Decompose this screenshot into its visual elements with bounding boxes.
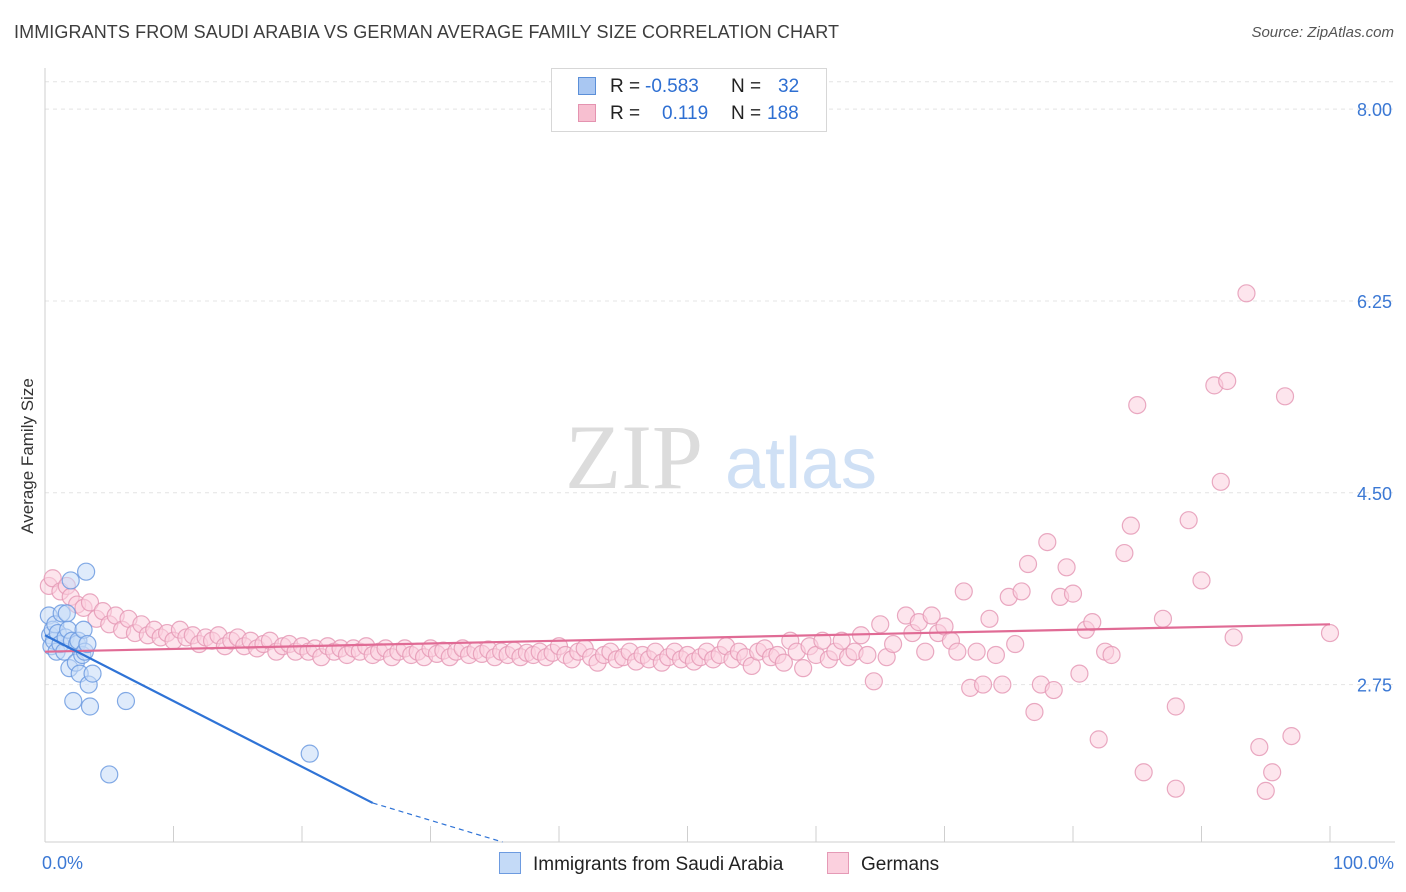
bottom-legend-swatch-saudi: [499, 852, 521, 874]
german-point: [858, 645, 877, 665]
y-tick-label: 4.50: [1357, 484, 1392, 504]
german-point: [1237, 284, 1256, 303]
watermark-zip: ZIP: [565, 406, 703, 508]
saudi-point: [300, 744, 319, 763]
german-point: [1115, 543, 1134, 563]
data-points: [39, 284, 1340, 800]
bottom-legend-swatch-germans: [827, 852, 849, 874]
bottom-legend-label-saudi: Immigrants from Saudi Arabia: [533, 854, 784, 875]
german-point: [832, 631, 851, 650]
legend-swatch-saudi: [578, 77, 596, 95]
german-point: [1083, 613, 1102, 632]
legend-r-value: 0.119: [662, 103, 709, 124]
bottom-legend-saudi: Immigrants from Saudi Arabia: [499, 852, 783, 876]
german-point: [986, 645, 1006, 665]
german-point: [980, 609, 999, 628]
saudi-point: [83, 664, 102, 683]
legend-n-value: 188: [767, 103, 799, 124]
german-point: [1018, 554, 1038, 574]
german-point: [1063, 584, 1083, 603]
chart-title: IMMIGRANTS FROM SAUDI ARABIA VS GERMAN A…: [14, 22, 840, 42]
legend-n-label: N =: [731, 76, 762, 97]
saudi-trend-extension: [372, 802, 503, 843]
watermark: ZIP atlas: [565, 406, 877, 508]
german-point: [1134, 763, 1153, 782]
german-point: [1070, 664, 1089, 683]
x-tick-label-max: 100.0%: [1333, 853, 1394, 873]
german-trend-line: [44, 623, 1331, 653]
axes: [44, 68, 1395, 843]
german-point: [948, 642, 967, 661]
german-point: [1038, 532, 1057, 552]
german-point: [1179, 511, 1198, 530]
german-point: [1089, 730, 1108, 749]
german-point: [80, 593, 100, 612]
watermark-atlas: atlas: [725, 424, 877, 504]
german-point: [1211, 472, 1230, 491]
trend-lines: [44, 623, 1331, 843]
german-point: [813, 631, 832, 650]
german-point: [916, 642, 935, 661]
german-point: [1025, 702, 1044, 722]
german-point: [1218, 371, 1237, 391]
german-point: [954, 582, 973, 601]
saudi-point: [100, 765, 119, 784]
saudi-point: [77, 562, 96, 581]
german-point: [1153, 609, 1173, 628]
german-point: [1121, 516, 1140, 535]
german-point: [1006, 634, 1025, 654]
saudi-trend-line: [44, 634, 374, 804]
source-label: Source: ZipAtlas.com: [1251, 24, 1394, 41]
bottom-legend-label-germans: Germans: [861, 854, 940, 875]
german-point: [1128, 396, 1147, 415]
saudi-point: [57, 604, 76, 623]
saudi-point: [78, 634, 97, 654]
german-point: [1250, 737, 1269, 757]
german-point: [864, 672, 883, 691]
german-point: [1320, 623, 1340, 643]
x-tick-label-min: 0.0%: [42, 853, 83, 873]
german-point: [774, 653, 793, 672]
legend-swatch-germans: [578, 104, 596, 122]
saudi-point: [116, 691, 136, 711]
legend-r-label: R =: [610, 103, 641, 124]
german-point: [1044, 680, 1063, 700]
bottom-legend-germans: Germans: [827, 852, 939, 876]
german-point: [1166, 779, 1185, 798]
legend-n-value: 32: [778, 76, 800, 97]
german-point: [993, 675, 1012, 694]
german-point: [1012, 582, 1031, 601]
saudi-point: [61, 571, 80, 590]
y-tick-label: 8.00: [1357, 100, 1392, 120]
german-point: [883, 634, 903, 654]
german-point: [1166, 697, 1185, 716]
grid-lines: [45, 81, 1395, 686]
german-point: [1192, 571, 1211, 590]
saudi-point: [64, 691, 83, 711]
german-point: [967, 642, 986, 661]
german-point: [1057, 558, 1076, 577]
german-point: [1282, 726, 1301, 746]
german-point: [973, 675, 993, 694]
german-point: [1263, 763, 1282, 782]
legend-n-label: N =: [731, 103, 762, 124]
y-tick-label: 6.25: [1357, 292, 1392, 312]
german-point: [1224, 628, 1243, 647]
german-point: [1102, 645, 1121, 665]
legend-r-value: -0.583: [645, 76, 699, 97]
saudi-point: [80, 697, 100, 716]
stats-legend: R = -0.583 N = 32 R = 0.119 N = 188: [551, 68, 827, 132]
german-point: [1256, 781, 1275, 800]
german-point: [794, 659, 813, 678]
german-point: [1275, 387, 1295, 406]
y-tick-label: 2.75: [1357, 676, 1392, 696]
german-point: [871, 615, 890, 634]
legend-r-label: R =: [610, 76, 641, 97]
german-point: [922, 606, 941, 625]
tick-labels: 2.75 4.50 6.25 8.00 0.0% 100.0%: [42, 100, 1394, 873]
